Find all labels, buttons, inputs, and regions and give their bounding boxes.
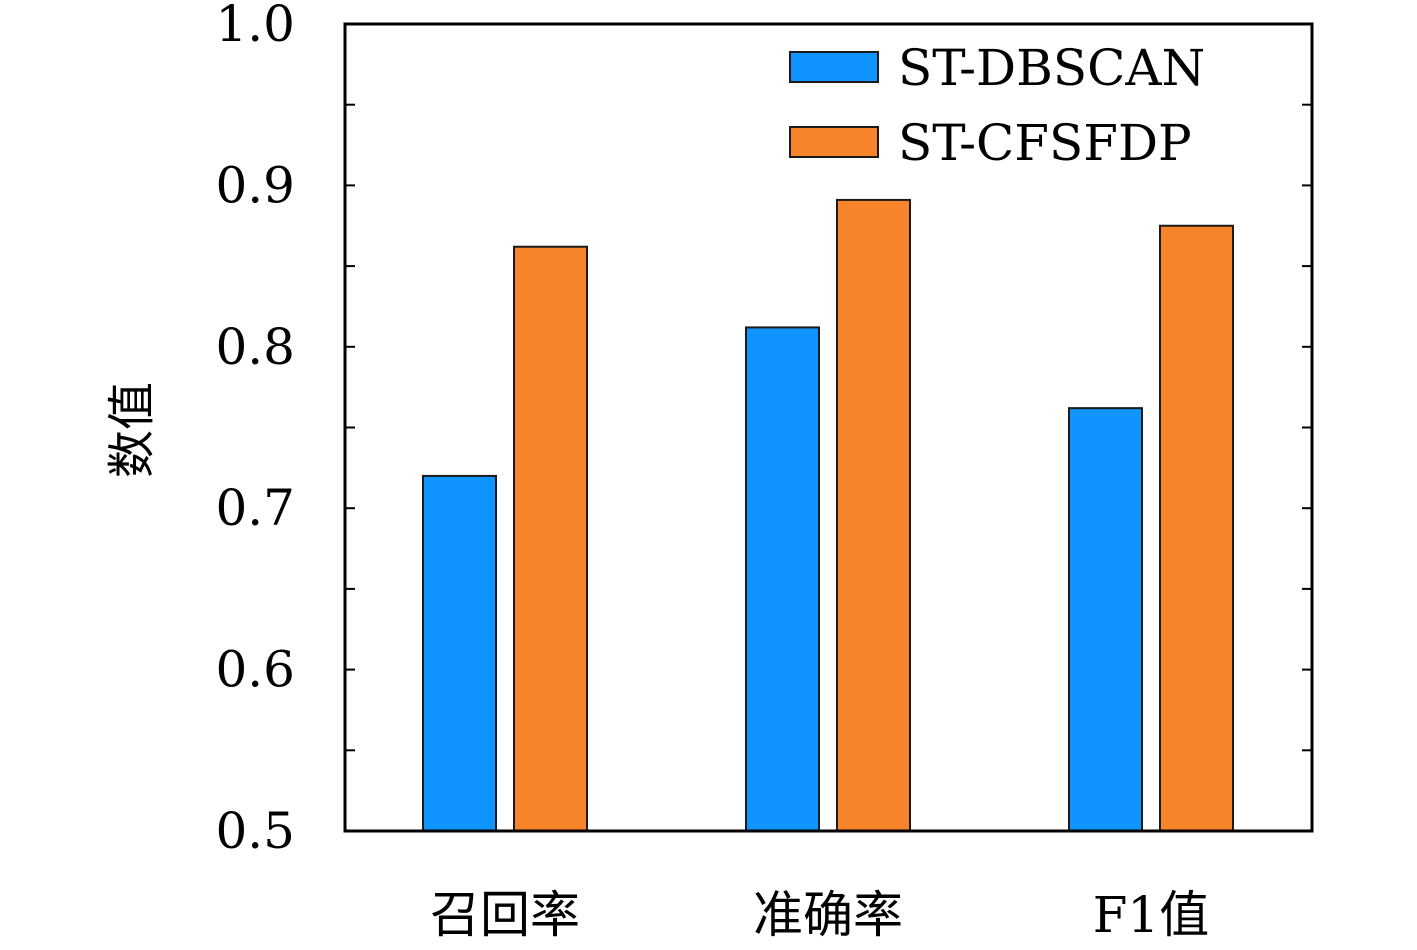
legend: ST-DBSCAN ST-CFSFDP <box>789 39 1205 172</box>
y-tick-label: 0.8 <box>215 318 295 376</box>
plot-frame <box>343 22 1314 833</box>
bar-st-cfsfdp-1 <box>513 245 588 832</box>
legend-label-st-dbscan: ST-DBSCAN <box>898 39 1205 97</box>
bar-st-dbscan-1 <box>422 474 497 832</box>
y-axis-title: 数值 <box>104 382 160 478</box>
category-label: 召回率 <box>430 886 580 944</box>
bars-group <box>422 198 1234 832</box>
y-tick-label: 0.6 <box>215 641 295 699</box>
y-tick-label: 0.5 <box>215 802 295 860</box>
category-label: 准确率 <box>753 886 903 944</box>
y-tick-label: 0.9 <box>215 156 295 214</box>
legend-swatch-st-dbscan <box>789 51 879 83</box>
legend-swatch-st-cfsfdp <box>789 126 879 158</box>
ticks-group <box>345 103 1312 752</box>
bar-st-cfsfdp-3 <box>1159 224 1234 832</box>
bar-st-dbscan-3 <box>1068 407 1143 832</box>
category-labels: 召回率 准确率 F1值 <box>430 886 1209 944</box>
category-label: F1值 <box>1093 886 1210 944</box>
y-tick-label: 1.0 <box>215 0 295 53</box>
legend-label-st-cfsfdp: ST-CFSFDP <box>898 114 1192 172</box>
y-tick-labels: 0.5 0.6 0.7 0.8 0.9 1.0 <box>215 0 295 860</box>
bar-st-cfsfdp-2 <box>836 198 911 832</box>
bar-st-dbscan-2 <box>745 326 820 832</box>
y-tick-label: 0.7 <box>215 479 295 537</box>
